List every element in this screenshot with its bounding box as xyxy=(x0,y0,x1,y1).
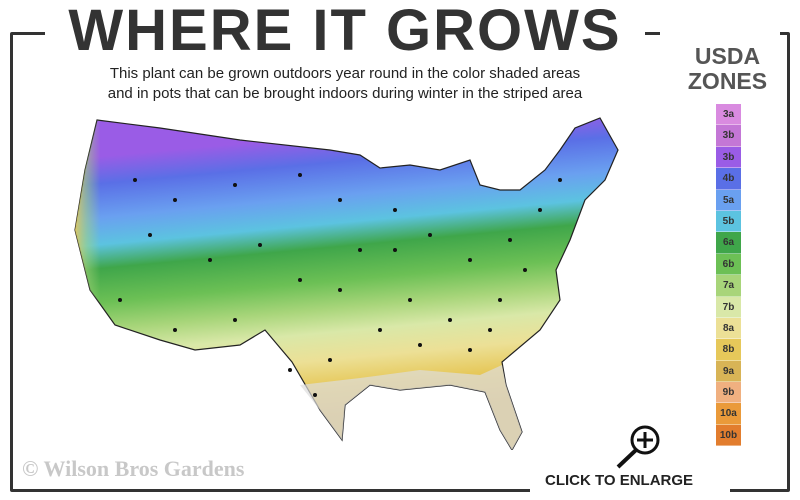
city-dot xyxy=(233,318,237,322)
city-dot xyxy=(538,208,542,212)
city-dot xyxy=(328,358,332,362)
us-outline xyxy=(74,117,619,450)
city-dot xyxy=(428,233,432,237)
city-dot xyxy=(338,198,342,202)
subtitle-line-1: This plant can be grown outdoors year ro… xyxy=(109,65,581,82)
city-dot xyxy=(378,328,382,332)
legend-zone-5b: 5b xyxy=(716,210,741,233)
legend-zone-7a: 7a xyxy=(716,275,741,297)
city-dot xyxy=(468,348,472,352)
city-dot xyxy=(298,278,302,282)
legend-zone-4b: 4b xyxy=(716,168,741,190)
city-dot xyxy=(133,178,137,182)
city-dot xyxy=(393,248,397,252)
city-dot xyxy=(258,243,262,247)
legend-zone-10b: 10b xyxy=(716,424,741,447)
city-dot xyxy=(288,368,292,372)
city-dots xyxy=(118,173,562,397)
city-dot xyxy=(448,318,452,322)
copyright-watermark: © Wilson Bros Gardens xyxy=(22,456,245,481)
page-title: WHERE IT GROWS xyxy=(68,0,622,63)
legend-zone-8b: 8b xyxy=(716,339,741,361)
legend-zone-8a: 8a xyxy=(716,317,741,340)
city-dot xyxy=(233,183,237,187)
legend-title-zones: ZONES xyxy=(687,68,768,94)
legend-title: USDA ZONES xyxy=(675,44,780,94)
legend-title-usda: USDA xyxy=(694,43,761,69)
city-dot xyxy=(148,233,152,237)
click-to-enlarge-link[interactable]: CLICK TO ENLARGE xyxy=(545,472,694,489)
legend-zone-3a: 3a xyxy=(716,104,741,126)
usda-zone-map[interactable] xyxy=(60,110,620,450)
subtitle-line-2: and in pots that can be brought indoors … xyxy=(107,85,583,102)
west-coast-shading xyxy=(75,120,160,340)
city-dot xyxy=(208,258,212,262)
city-dot xyxy=(468,258,472,262)
enlarge-backdrop xyxy=(530,470,730,500)
city-dot xyxy=(418,343,422,347)
legend-zone-3b: 3b xyxy=(716,125,741,147)
city-dot xyxy=(558,178,562,182)
magnifier-plus-icon[interactable] xyxy=(610,423,666,471)
legend-zone-3b: 3b xyxy=(716,146,741,169)
city-dot xyxy=(408,298,412,302)
city-dot xyxy=(313,393,317,397)
legend-zone-10a: 10a xyxy=(716,403,741,425)
city-dot xyxy=(488,328,492,332)
city-dot xyxy=(498,298,502,302)
city-dot xyxy=(523,268,527,272)
legend-zone-6a: 6a xyxy=(716,232,741,254)
city-dot xyxy=(358,248,362,252)
city-dot xyxy=(173,198,177,202)
zone-legend: 3a 3b 3b 4b 5a 5b 6a 6b 7a 7b 8a 8b 9a 9b 10a 10b xyxy=(716,104,741,447)
city-dot xyxy=(508,238,512,242)
legend-zone-6b: 6b xyxy=(716,253,741,276)
legend-zone-7b: 7b xyxy=(716,296,741,318)
city-dot xyxy=(393,208,397,212)
title-backdrop xyxy=(45,0,645,60)
city-dot xyxy=(173,328,177,332)
city-dot xyxy=(298,173,302,177)
legend-zone-5a: 5a xyxy=(716,189,741,211)
city-dot xyxy=(338,288,342,292)
legend-zone-9b: 9b xyxy=(716,382,741,404)
city-dot xyxy=(118,298,122,302)
legend-title-backdrop xyxy=(660,20,780,80)
legend-zone-9a: 9a xyxy=(716,360,741,383)
gulf-striped-area xyxy=(300,365,522,450)
